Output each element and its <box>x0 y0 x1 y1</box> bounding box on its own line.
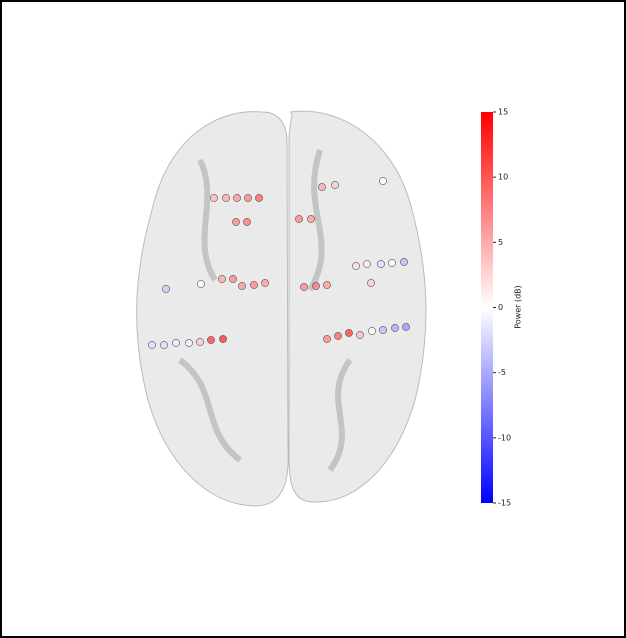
electrode <box>218 275 225 282</box>
electrode <box>196 338 203 345</box>
electrode <box>300 283 307 290</box>
colorbar-tick-label: -15 <box>498 499 511 508</box>
electrode <box>210 194 217 201</box>
electrode <box>244 194 251 201</box>
electrode <box>368 327 375 334</box>
electrode <box>331 181 338 188</box>
electrode <box>379 177 386 184</box>
brain <box>137 111 426 506</box>
electrode <box>318 183 325 190</box>
electrode <box>255 194 262 201</box>
electrode <box>250 281 257 288</box>
electrode <box>363 260 370 267</box>
electrode <box>261 279 268 286</box>
electrode <box>388 259 395 266</box>
electrode <box>232 218 239 225</box>
electrode <box>312 282 319 289</box>
colorbar-tick-label: 10 <box>498 173 508 182</box>
colorbar-label: Power (dB) <box>514 285 523 329</box>
colorbar-tick-label: 15 <box>498 108 508 117</box>
electrode <box>160 341 167 348</box>
electrode <box>323 281 330 288</box>
electrode <box>295 215 302 222</box>
figure: Power (dB) -15 -10 -5 0 5 10 15 <box>0 0 626 638</box>
electrode <box>377 260 384 267</box>
electrode <box>356 331 363 338</box>
electrode <box>243 218 250 225</box>
electrode <box>148 341 155 348</box>
electrode <box>352 262 359 269</box>
electrode <box>345 329 352 336</box>
electrode <box>391 324 398 331</box>
colorbar-tick-label: -10 <box>498 433 511 442</box>
electrode <box>219 335 226 342</box>
electrode <box>222 194 229 201</box>
electrode <box>307 215 314 222</box>
colorbar-tick-label: 0 <box>498 303 503 312</box>
electrode <box>238 282 245 289</box>
electrode <box>197 280 204 287</box>
colorbar-tick-label: -5 <box>498 368 506 377</box>
electrode <box>172 339 179 346</box>
colorbar-tick-label: 5 <box>498 238 503 247</box>
electrode <box>334 332 341 339</box>
electrode <box>229 275 236 282</box>
electrode <box>185 339 192 346</box>
electrode <box>379 326 386 333</box>
electrode <box>402 323 409 330</box>
electrode <box>207 336 214 343</box>
electrode <box>400 258 407 265</box>
colorbar <box>481 112 493 503</box>
electrode <box>367 279 374 286</box>
electrode <box>162 285 169 292</box>
electrode <box>233 194 240 201</box>
electrode <box>323 335 330 342</box>
